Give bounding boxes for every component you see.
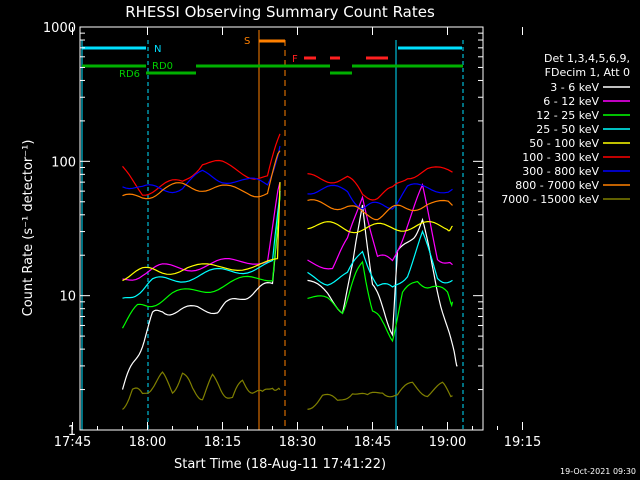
- x-tick-label: 18:45: [354, 435, 391, 450]
- series-line-25-50-kev-seg1: [122, 191, 281, 299]
- legend-entry-label: 3 - 6 keV: [550, 81, 599, 94]
- y-axis-label: Count Rate (s⁻¹ detector⁻¹): [21, 140, 36, 317]
- x-tick-label: 18:30: [279, 435, 316, 450]
- series-line-12-25-kev-seg1: [121, 196, 281, 329]
- series-line-300-800-kev-seg1: [122, 145, 281, 194]
- render-timestamp: 19-Oct-2021 09:30: [560, 467, 636, 476]
- series-line-7000-15000-kev-seg2: [307, 381, 453, 410]
- y-tick-label: 10: [59, 290, 76, 305]
- x-tick-label: 18:00: [129, 435, 166, 450]
- series-line-25-50-kev-seg2: [307, 229, 453, 288]
- series-line-100-300-kev-seg1: [122, 133, 281, 196]
- legend-header-line-1: Det 1,3,4,5,6,9,: [544, 52, 630, 65]
- series-line-300-800-kev-seg2: [307, 183, 453, 210]
- legend-entry-label: 300 - 800 keV: [522, 165, 599, 178]
- legend-entry-label: 50 - 100 keV: [529, 137, 599, 150]
- y-tick-label: 1: [68, 424, 76, 439]
- chart-title: RHESSI Observing Summary Count Rates: [125, 3, 435, 21]
- series-line-100-300-kev-seg2: [307, 166, 453, 201]
- plot-area: 17:45 18:00 18:15 18:30 18:45 19:00 19:15 1 10 10…: [43, 21, 541, 450]
- legend-entry-label: 7000 - 15000 keV: [501, 193, 599, 206]
- x-tick-label: 18:15: [204, 435, 241, 450]
- flag-label-rd6: RD6: [119, 69, 140, 80]
- series-line-12-25-kev-seg2: [307, 260, 454, 343]
- legend-header-line-2: FDecim 1, Att 0: [545, 66, 630, 79]
- flag-label-s: S: [244, 36, 250, 47]
- legend-entry-label: 800 - 7000 keV: [515, 179, 599, 192]
- series-line-50-100-kev-seg1: [122, 182, 281, 282]
- legend-entry-label: 25 - 50 keV: [536, 123, 599, 136]
- series-line-800-7000-kev-seg1: [122, 150, 281, 200]
- flag-label-n: N: [154, 44, 161, 55]
- flag-label-rd0: RD0: [152, 61, 173, 72]
- x-tick-label: 17:45: [54, 435, 91, 450]
- legend-entry-label: 6 - 12 keV: [543, 95, 599, 108]
- series-line-3-6-kev-seg1: [121, 191, 281, 390]
- series-line-3-6-kev-seg2: [307, 204, 458, 367]
- flag-label-f: F: [292, 54, 298, 65]
- x-tick-label: 19:15: [504, 435, 541, 450]
- series-line-7000-15000-kev-seg1: [122, 371, 281, 410]
- x-axis-label: Start Time (18-Aug-11 17:41:22): [174, 457, 386, 472]
- series-line-800-7000-kev-seg2: [307, 199, 453, 221]
- plot-frame: [79, 26, 484, 431]
- x-tick-label: 19:00: [429, 435, 466, 450]
- y-tick-label: 1000: [43, 21, 76, 36]
- legend-entry-label: 12 - 25 keV: [536, 109, 599, 122]
- legend-entry-label: 100 - 300 keV: [522, 151, 599, 164]
- y-tick-label: 100: [51, 155, 76, 170]
- series-line-50-100-kev-seg2: [307, 220, 453, 234]
